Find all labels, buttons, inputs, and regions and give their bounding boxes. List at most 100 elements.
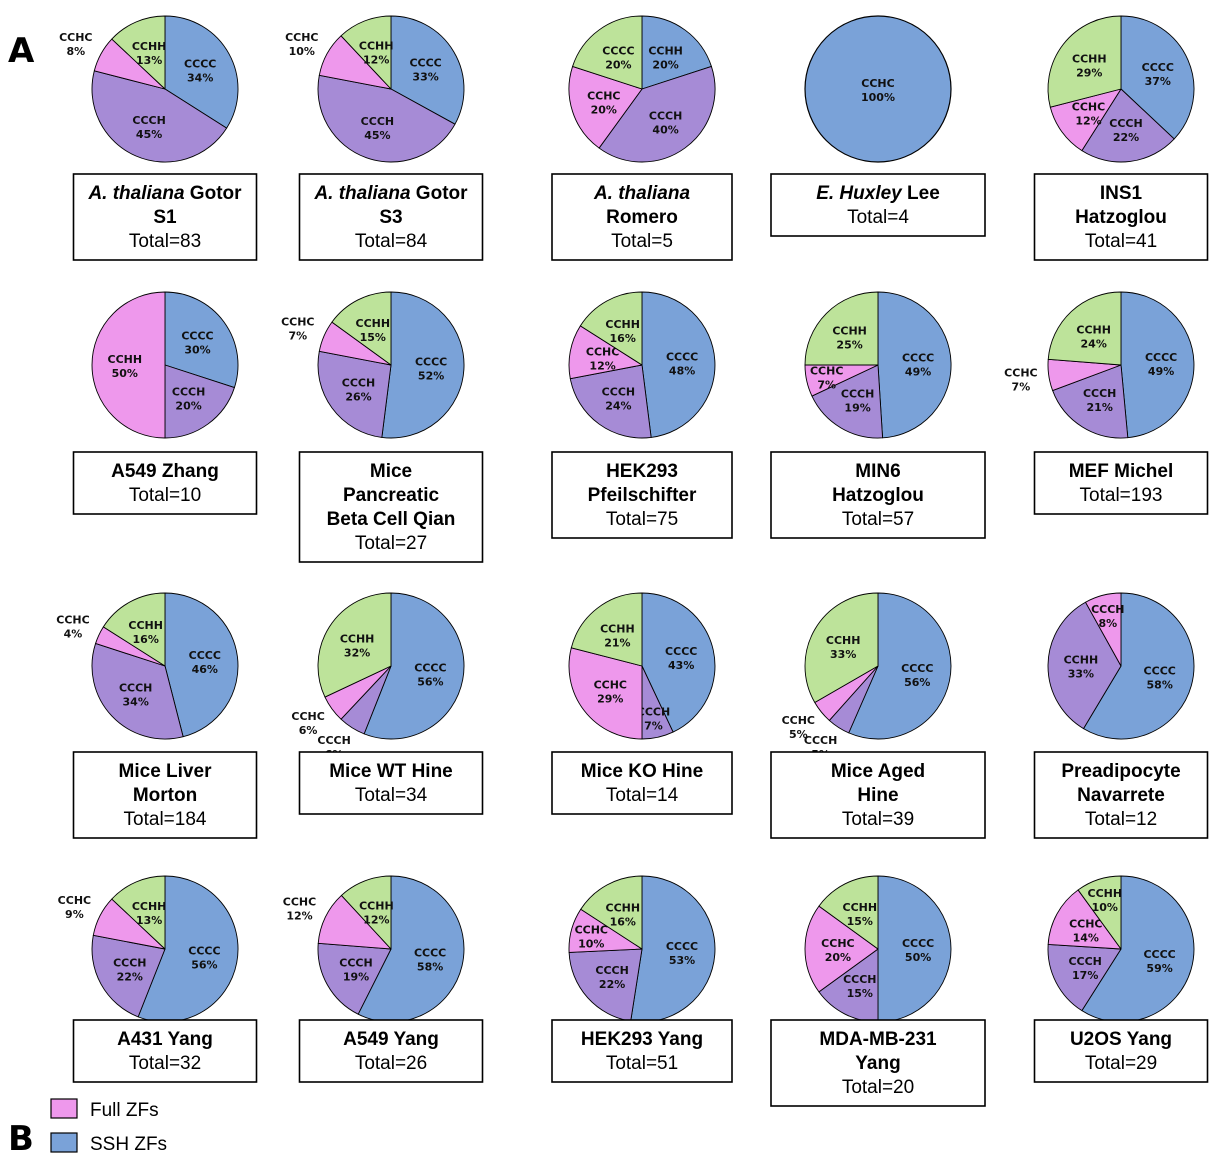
slice-value-label: 48% <box>669 365 695 378</box>
slice-label: CCCH <box>339 957 372 970</box>
slice-label: CCHH <box>132 40 167 53</box>
slice-value-label: 17% <box>1072 969 1098 982</box>
pie-slice-cchc <box>804 15 952 163</box>
slice-label: CCHH <box>108 353 143 366</box>
slice-value-label: 8% <box>66 45 85 58</box>
caption-title: U2OS Yang <box>1070 1029 1172 1050</box>
caption-title: Navarrete <box>1077 785 1165 806</box>
caption-title: A431 Yang <box>117 1029 213 1050</box>
slice-label: CCCH <box>637 705 670 718</box>
slice-value-label: 46% <box>192 663 218 676</box>
slice-label: CCHC <box>821 937 854 950</box>
slice-value-label: 21% <box>604 636 630 649</box>
caption-total: Total=4 <box>847 207 909 228</box>
caption-box <box>1033 451 1209 515</box>
caption-text: Pancreatic <box>343 485 440 506</box>
caption-title: Mice Liver <box>119 761 213 782</box>
slice-value-label: 58% <box>417 960 443 973</box>
slice-label: CCHC <box>58 894 91 907</box>
slice-value-label: 7% <box>288 329 307 342</box>
slice-label: CCCH <box>1068 955 1101 968</box>
slice-value-label: 20% <box>591 103 617 116</box>
caption-text: Morton <box>133 785 197 806</box>
slice-label: CCCH <box>595 964 628 977</box>
caption-box <box>770 751 986 839</box>
slice-label: CCHH <box>600 622 635 635</box>
slice-label: CCHH <box>1088 887 1123 900</box>
slice-value-label: 9% <box>65 908 84 921</box>
caption-text: Gotor <box>411 183 469 204</box>
slice-label: CCCH <box>1091 603 1124 616</box>
pie-slice-cchh <box>317 592 392 698</box>
caption-total: Total=39 <box>842 809 914 830</box>
slice-value-label: 20% <box>825 951 851 964</box>
caption-title: MEF Michel <box>1069 461 1174 482</box>
caption-title: Romero <box>606 207 678 228</box>
slice-value-label: 56% <box>417 676 443 689</box>
caption-text: Total=32 <box>129 1053 201 1074</box>
pie-slice-cchh <box>804 291 879 366</box>
caption-box <box>298 451 484 563</box>
slice-label: CCCH <box>804 734 837 747</box>
slice-value-label: 10% <box>578 937 604 950</box>
pie-slice-cccc <box>363 592 465 740</box>
slice-label: CCHC <box>861 77 894 90</box>
slice-value-label: 59% <box>1146 962 1172 975</box>
pie-slice-cchh <box>579 291 643 366</box>
caption-title: S3 <box>379 207 402 228</box>
caption-box <box>1033 1019 1209 1083</box>
slice-value-label: 24% <box>1081 338 1107 351</box>
caption-total: Total=57 <box>842 509 914 530</box>
pie-slice-cchh <box>1047 15 1122 108</box>
pie-slice-cccc <box>390 15 465 125</box>
slice-value-label: 12% <box>363 54 389 67</box>
pie-slice-cchc <box>1047 889 1122 950</box>
slice-value-label: 19% <box>343 971 369 984</box>
caption-text: Mice Liver <box>119 761 213 782</box>
slice-value-label: 16% <box>610 916 636 929</box>
caption-text: Total=51 <box>606 1053 678 1074</box>
slice-value-label: 13% <box>136 54 162 67</box>
caption-total: Total=10 <box>129 485 201 506</box>
caption-text: Mice Aged <box>831 761 925 782</box>
slice-label: CCHC <box>283 896 316 909</box>
slice-label: CCHH <box>132 900 167 913</box>
slice-label: CCCC <box>184 58 216 71</box>
caption-total: Total=14 <box>606 785 679 806</box>
slice-value-label: 52% <box>418 370 444 383</box>
slice-label: CCHH <box>843 901 878 914</box>
slice-label: CCCC <box>1144 665 1176 678</box>
caption-box <box>72 751 258 839</box>
caption-text: A431 Yang <box>117 1029 213 1050</box>
caption-title: Beta Cell Qian <box>327 509 456 530</box>
slice-label: CCHH <box>1072 52 1107 65</box>
slice-value-label: 8% <box>1098 617 1117 630</box>
caption-text: Romero <box>606 207 678 228</box>
caption-title: Mice KO Hine <box>581 761 703 782</box>
caption-text: HEK293 Yang <box>581 1029 703 1050</box>
slice-label: CCCC <box>1142 61 1174 74</box>
caption-text: Total=4 <box>847 207 909 228</box>
caption-title: S1 <box>153 207 177 228</box>
slice-value-label: 29% <box>1076 66 1102 79</box>
caption-title: E. Huxley Lee <box>816 183 940 204</box>
pie-slice-cchh <box>340 15 392 90</box>
caption-title: Hine <box>857 785 898 806</box>
slice-value-label: 20% <box>652 59 678 72</box>
slice-value-label: 49% <box>905 366 931 379</box>
pie-slice-cccc <box>641 592 716 733</box>
caption-total: Total=5 <box>611 231 673 252</box>
caption-text: Hine <box>857 785 898 806</box>
caption-total: Total=29 <box>1085 1053 1157 1074</box>
caption-box <box>298 1019 484 1083</box>
slice-label: CCHH <box>359 40 394 53</box>
pie-slice-ccch <box>164 364 235 439</box>
caption-title: A. thaliana <box>593 183 691 204</box>
caption-text: Total=27 <box>355 533 427 554</box>
